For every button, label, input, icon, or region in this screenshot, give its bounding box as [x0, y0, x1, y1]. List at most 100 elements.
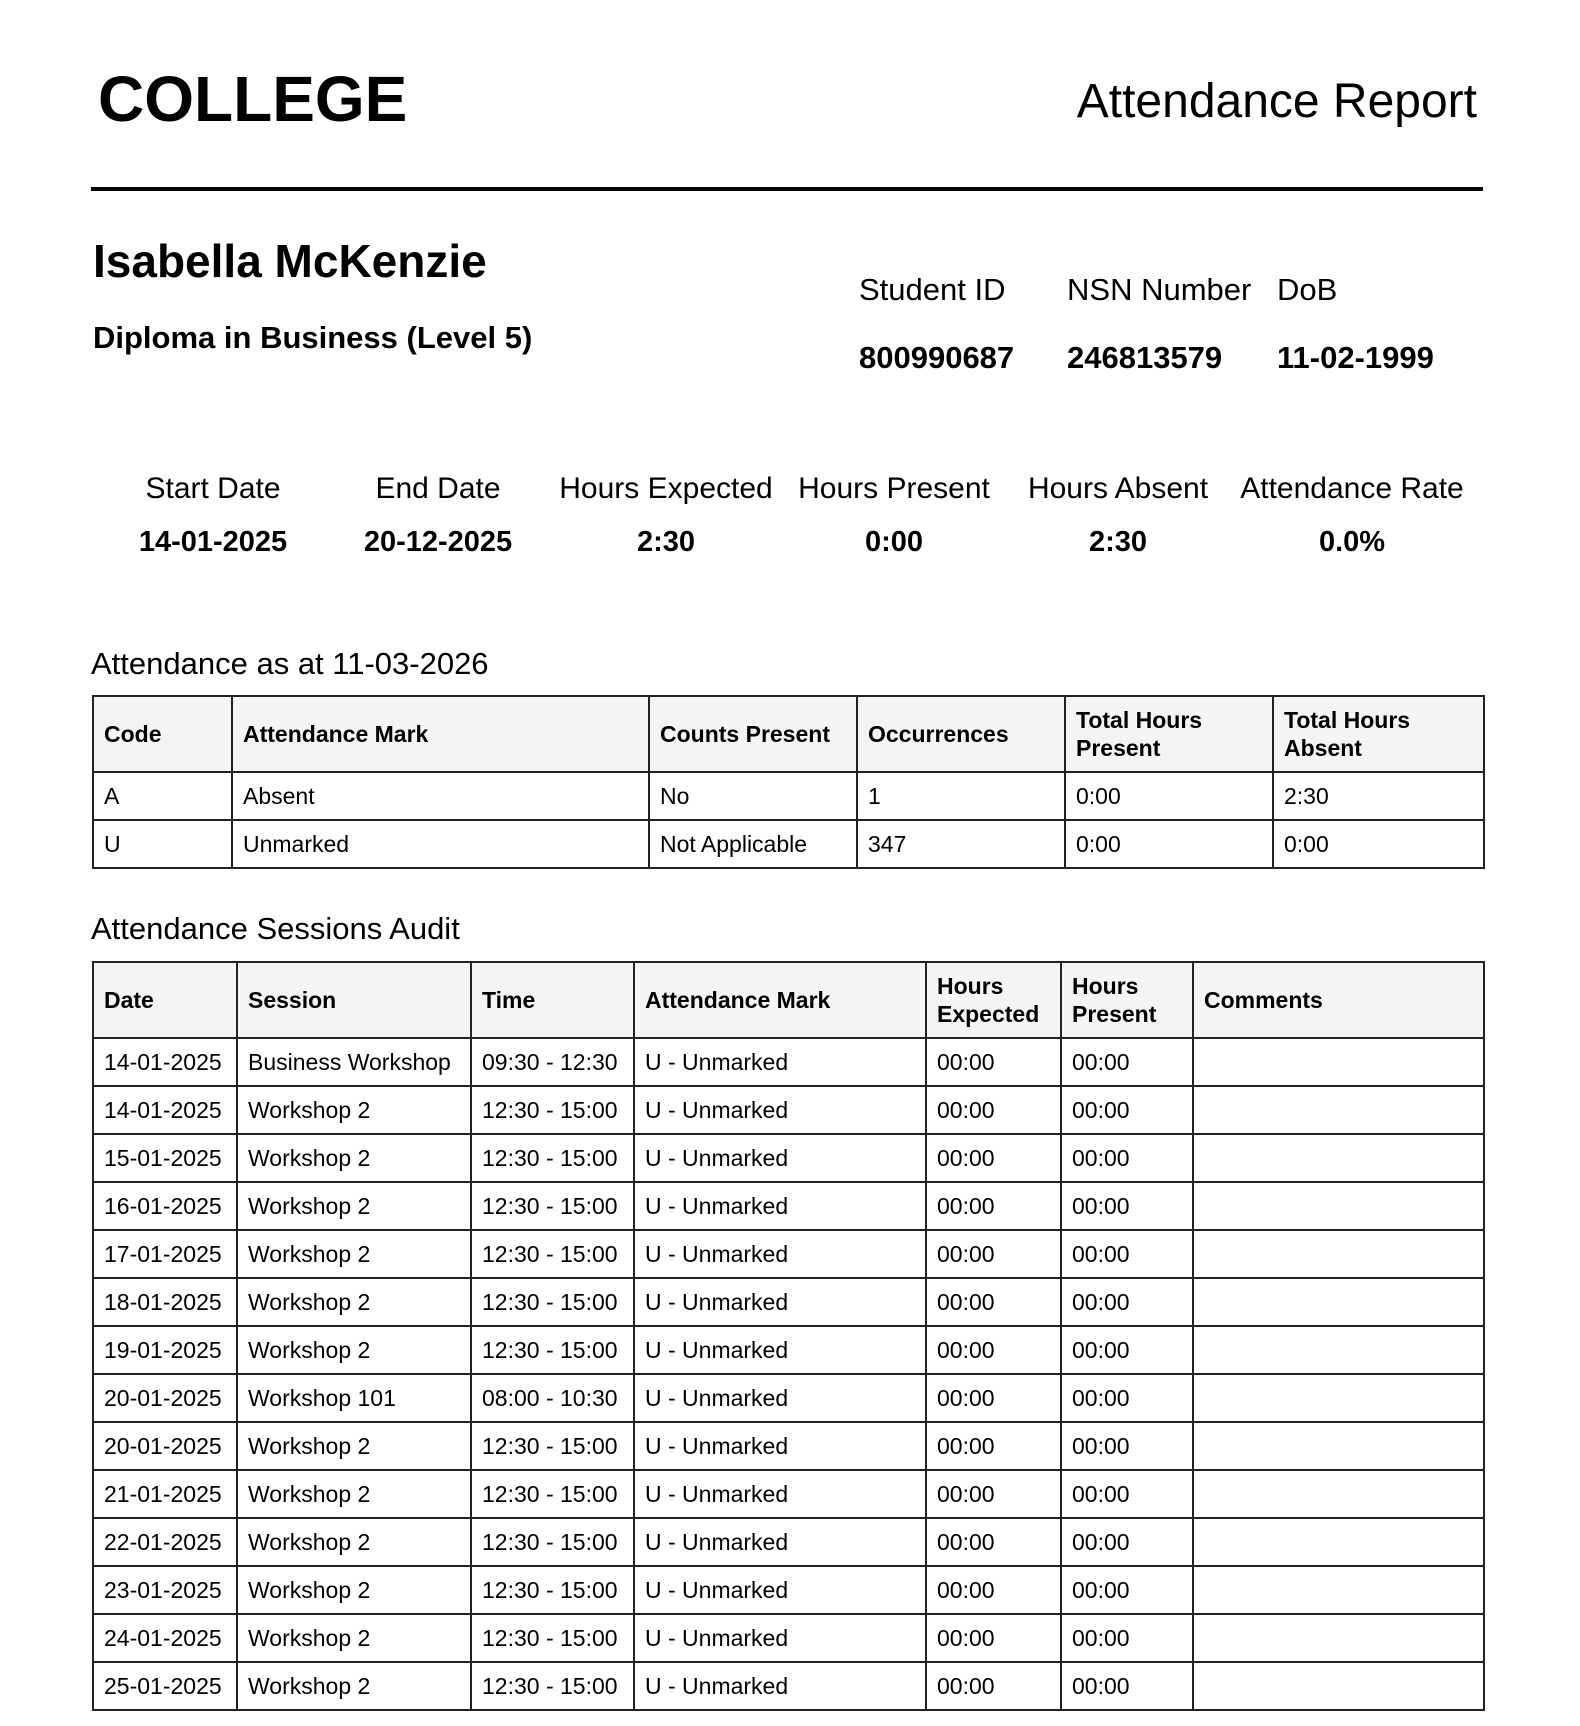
summary-item: End Date 20-12-2025: [318, 472, 558, 559]
cell: 00:00: [1060, 1613, 1194, 1663]
cell: U - Unmarked: [633, 1373, 927, 1423]
cell: No: [648, 771, 858, 821]
cell: 00:00: [1060, 1469, 1194, 1519]
summary-label: Start Date: [145, 472, 281, 505]
cell: 00:00: [925, 1469, 1062, 1519]
cell: [1192, 1133, 1485, 1183]
section-title: Attendance Sessions Audit: [91, 911, 460, 946]
cell: 00:00: [925, 1517, 1062, 1567]
column-header: Comments: [1192, 961, 1485, 1039]
cell: Workshop 2: [236, 1085, 472, 1135]
cell: U - Unmarked: [633, 1565, 927, 1615]
table-row: 18-01-2025 Workshop 2 12:30 - 15:00 U - Unm…: [92, 1277, 1485, 1327]
cell: Workshop 2: [236, 1517, 472, 1567]
cell: [1192, 1277, 1485, 1327]
cell: 00:00: [1060, 1085, 1194, 1135]
cell: 00:00: [1060, 1277, 1194, 1327]
summary-value: 20-12-2025: [363, 526, 513, 558]
column-header: Attendance Mark: [231, 695, 650, 773]
cell: 25-01-2025: [92, 1661, 238, 1711]
summary-label: Hours Present: [798, 472, 990, 505]
cell: Workshop 101: [236, 1373, 472, 1423]
college-title: COLLEGE: [98, 63, 408, 135]
cell: 14-01-2025: [92, 1085, 238, 1135]
cell: 00:00: [925, 1133, 1062, 1183]
field-label: Student ID: [859, 272, 1006, 307]
cell: 12:30 - 15:00: [470, 1085, 635, 1135]
cell: [1192, 1613, 1485, 1663]
cell: [1192, 1325, 1485, 1375]
column-header: Counts Present: [648, 695, 858, 773]
cell: Workshop 2: [236, 1181, 472, 1231]
summary-value: 0:00: [864, 526, 924, 558]
header-row: Date Session Time Attendance Mark Hours Expe…: [92, 961, 1485, 1039]
cell: 00:00: [1060, 1421, 1194, 1471]
table-row: 20-01-2025 Workshop 101 08:00 - 10:30 U - U…: [92, 1373, 1485, 1423]
cell: U - Unmarked: [633, 1181, 927, 1231]
cell: 00:00: [1060, 1661, 1194, 1711]
cell: 0:00: [1064, 819, 1274, 869]
cell: 00:00: [1060, 1037, 1194, 1087]
cell: 00:00: [925, 1085, 1062, 1135]
cell: Workshop 2: [236, 1613, 472, 1663]
cell: 00:00: [1060, 1565, 1194, 1615]
cell: Absent: [231, 771, 650, 821]
cell: [1192, 1037, 1485, 1087]
cell: 00:00: [1060, 1325, 1194, 1375]
cell: 12:30 - 15:00: [470, 1229, 635, 1279]
cell: 00:00: [925, 1373, 1062, 1423]
cell: 00:00: [1060, 1517, 1194, 1567]
summary-item: Hours Absent 2:30: [998, 472, 1238, 559]
cell: Not Applicable: [648, 819, 858, 869]
summary-item: Hours Present 0:00: [774, 472, 1014, 559]
table-row: A Absent No 1 0:00 2:30: [92, 771, 1485, 821]
column-header: Attendance Mark: [633, 961, 927, 1039]
student-field: Student ID 800990687: [859, 272, 1014, 376]
cell: 12:30 - 15:00: [470, 1469, 635, 1519]
cell: Workshop 2: [236, 1277, 472, 1327]
cell: 00:00: [925, 1421, 1062, 1471]
summary-item: Hours Expected 2:30: [546, 472, 786, 559]
cell: Workshop 2: [236, 1565, 472, 1615]
field-value: 246813579: [1067, 340, 1223, 375]
cell: 12:30 - 15:00: [470, 1517, 635, 1567]
cell: U - Unmarked: [633, 1085, 927, 1135]
cell: Workshop 2: [236, 1469, 472, 1519]
field-label: NSN Number: [1067, 272, 1252, 307]
field-value: 11-02-1999: [1277, 340, 1434, 375]
column-header: Hours Expected: [925, 961, 1062, 1039]
summary-value: 14-01-2025: [138, 526, 288, 558]
divider: [91, 187, 1483, 191]
cell: 1: [856, 771, 1066, 821]
cell: U - Unmarked: [633, 1133, 927, 1183]
student-name: Isabella McKenzie: [93, 235, 487, 287]
cell: 00:00: [1060, 1133, 1194, 1183]
cell: [1192, 1085, 1485, 1135]
cell: Workshop 2: [236, 1325, 472, 1375]
cell: [1192, 1565, 1485, 1615]
cell: 14-01-2025: [92, 1037, 238, 1087]
cell: 22-01-2025: [92, 1517, 238, 1567]
cell: U - Unmarked: [633, 1469, 927, 1519]
table-row: 22-01-2025 Workshop 2 12:30 - 15:00 U - Unm…: [92, 1517, 1485, 1567]
cell: 00:00: [925, 1613, 1062, 1663]
student-field: NSN Number 246813579: [1067, 272, 1251, 376]
column-header: Total Hours Absent: [1272, 695, 1485, 773]
cell: U - Unmarked: [633, 1517, 927, 1567]
cell: [1192, 1373, 1485, 1423]
cell: U - Unmarked: [633, 1277, 927, 1327]
table-row: 16-01-2025 Workshop 2 12:30 - 15:00 U - Unm…: [92, 1181, 1485, 1231]
summary-label: Hours Expected: [559, 472, 773, 505]
cell: U - Unmarked: [633, 1229, 927, 1279]
cell: 00:00: [1060, 1229, 1194, 1279]
table-row: U Unmarked Not Applicable 347 0:00 0:00: [92, 819, 1485, 869]
section-title: Attendance as at 11-03-2026: [91, 646, 489, 681]
cell: 16-01-2025: [92, 1181, 238, 1231]
cell: 00:00: [925, 1661, 1062, 1711]
cell: 00:00: [925, 1181, 1062, 1231]
summary-value: 2:30: [636, 526, 696, 558]
table-row: 20-01-2025 Workshop 2 12:30 - 15:00 U - Unm…: [92, 1421, 1485, 1471]
summary-label: Hours Absent: [1027, 472, 1209, 505]
column-header: Session: [236, 961, 472, 1039]
cell: 00:00: [1060, 1181, 1194, 1231]
